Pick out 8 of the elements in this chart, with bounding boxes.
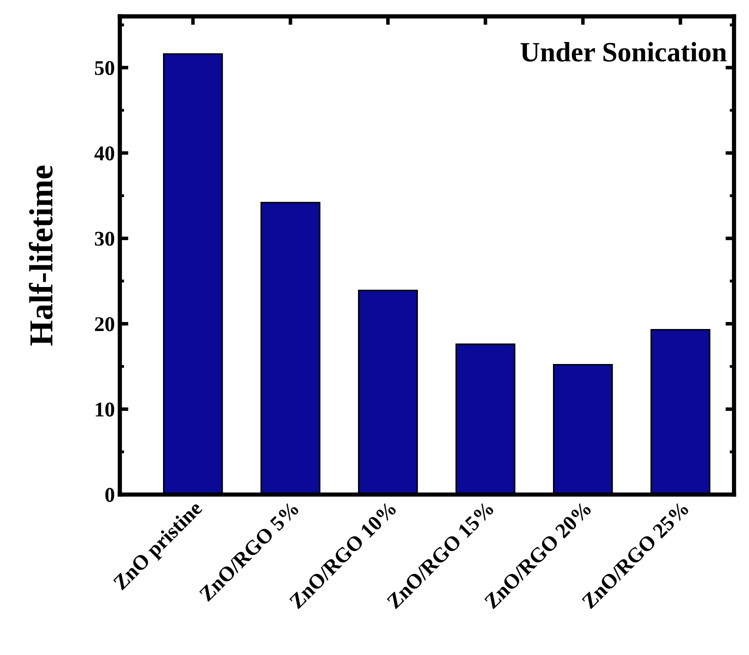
y-axis-title: Half-lifetime bbox=[28, 166, 53, 346]
y-tick-label: 30 bbox=[94, 232, 114, 246]
y-tick-label: 20 bbox=[95, 317, 114, 332]
y-tick-label: 0 bbox=[105, 488, 114, 502]
y-tick-label: 40 bbox=[94, 146, 114, 160]
y-tick-label: 10 bbox=[96, 402, 114, 417]
annotation: Under Sonication bbox=[520, 42, 727, 62]
y-tick-label: 50 bbox=[94, 60, 114, 76]
